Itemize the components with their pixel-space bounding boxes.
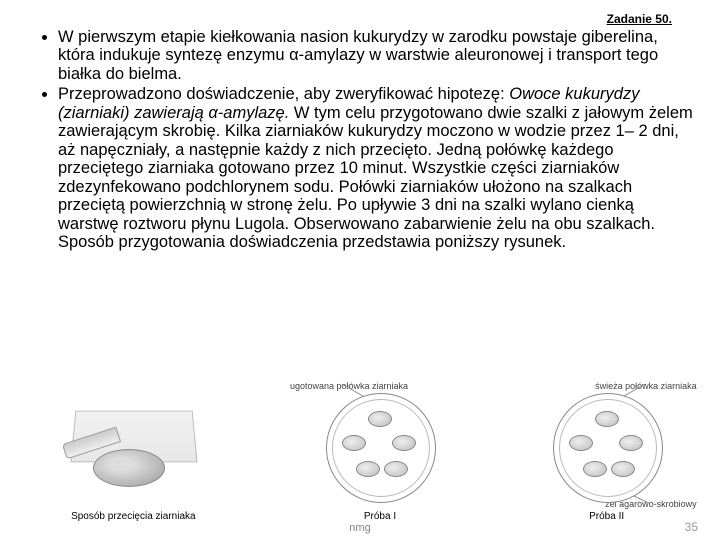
seed-half <box>595 411 619 427</box>
proba2-label: Próba II <box>547 511 667 522</box>
seed-half <box>619 435 643 451</box>
footer-page: 35 <box>685 520 698 534</box>
bullet-2-rest: W tym celu przygotowano dwie szalki z ja… <box>58 104 693 251</box>
figure-proba-1: ugotowana połówka ziarniaka Próba I <box>320 387 440 522</box>
bullet-1: W pierwszym etapie kiełkowania nasion ku… <box>58 28 696 83</box>
figure-proba-2: świeża połówka ziarniaka żel agarowo-skr… <box>547 387 667 522</box>
seed-half <box>342 435 366 451</box>
footer-mark: nmg <box>349 522 370 534</box>
bullet-2: Przeprowadzono doświadczenie, aby zweryf… <box>58 85 696 251</box>
fresh-caption: świeża połówka ziarniaka <box>595 381 697 391</box>
bullet-2-lead: Przeprowadzono doświadczenie, aby zweryf… <box>58 85 509 103</box>
boiled-caption: ugotowana połówka ziarniaka <box>290 381 408 391</box>
seed-half <box>384 461 408 477</box>
seed-half <box>368 411 392 427</box>
seed-half <box>356 461 380 477</box>
figure-row: Sposób przecięcia ziarniaka ugotowana po… <box>0 387 720 522</box>
seed-half <box>569 435 593 451</box>
figure-grain-cut: Sposób przecięcia ziarniaka <box>53 397 213 522</box>
cut-label: Sposób przecięcia ziarniaka <box>53 511 213 522</box>
grain <box>93 449 165 487</box>
seed-half <box>392 435 416 451</box>
bullet-list: W pierwszym etapie kiełkowania nasion ku… <box>24 28 696 252</box>
seed-half <box>583 461 607 477</box>
seed-half <box>611 461 635 477</box>
proba1-label: Próba I <box>320 511 440 522</box>
task-header: Zadanie 50. <box>24 12 696 26</box>
